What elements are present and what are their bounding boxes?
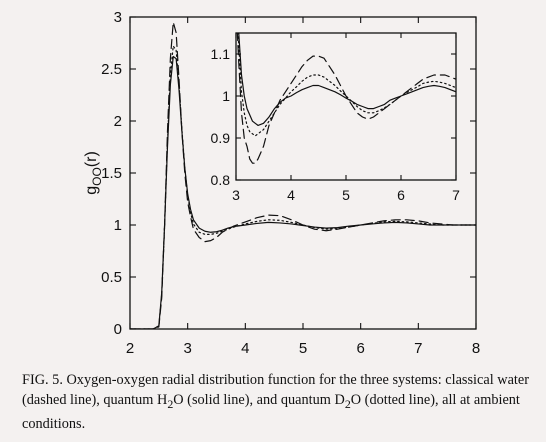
figure-caption: FIG. 5. Oxygen-oxygen radial distributio… <box>22 370 532 434</box>
main-x-tick-label: 2 <box>126 340 134 357</box>
inset-y-tick-label: 1 <box>222 88 230 104</box>
inset-series <box>236 33 456 164</box>
main-x-tick-label: 8 <box>472 340 480 357</box>
inset-series-dashed-line <box>236 33 456 164</box>
inset-x-tick-label: 4 <box>287 187 295 203</box>
main-series <box>130 21 476 329</box>
main-ticks <box>129 16 477 330</box>
inset-x-tick-label: 7 <box>452 187 460 203</box>
main-x-tick-label: 5 <box>299 340 307 357</box>
main-y-tick-label: 0 <box>114 321 122 338</box>
main-tick-labels: 2 3 4 5 6 7 8 0 0.5 1 1.5 2 2.5 3 <box>101 9 480 357</box>
caption-subscript-2: 2 <box>344 396 351 411</box>
inset-x-tick-label: 6 <box>397 187 405 203</box>
inset-y-tick-label: 1.1 <box>211 46 231 62</box>
main-y-tick-label: 2.5 <box>101 61 122 78</box>
inset-y-tick-label: 0.9 <box>211 130 231 146</box>
inset-plot-frame <box>235 32 457 181</box>
caption-text-2: O (solid line), and quantum D <box>173 392 345 408</box>
main-y-tick-label: 2 <box>114 113 122 130</box>
main-y-tick-label: 1.5 <box>101 165 122 182</box>
main-y-tick-label: 0.5 <box>101 269 122 286</box>
y-axis-label: gOO(r) <box>83 151 104 195</box>
main-x-tick-label: 4 <box>241 340 249 357</box>
main-y-tick-label: 1 <box>114 217 122 234</box>
main-x-tick-label: 3 <box>183 340 191 357</box>
inset-x-tick-label: 3 <box>232 187 240 203</box>
inset-series-solid-line <box>238 33 456 126</box>
inset-y-tick-label: 0.8 <box>211 172 231 188</box>
main-x-tick-label: 7 <box>414 340 422 357</box>
main-series-dotted-line <box>130 45 476 329</box>
inset-plot: 3 4 5 6 7 0.8 0.9 1 1.1 <box>211 32 461 203</box>
inset-series-dotted-line <box>237 33 456 137</box>
y-axis-label-base: g <box>83 186 100 195</box>
caption-subscript-1: 2 <box>167 396 174 411</box>
inset-x-tick-label: 5 <box>342 187 350 203</box>
y-axis-label-subscript: OO <box>90 167 104 186</box>
main-y-tick-label: 3 <box>114 9 122 26</box>
caption-text-1: FIG. 5. Oxygen-oxygen radial distributio… <box>22 372 530 408</box>
y-axis-label-tail: (r) <box>83 151 100 167</box>
main-plot: 2 3 4 5 6 7 8 0 0.5 1 1.5 2 2.5 3 gOO(r) <box>83 9 480 357</box>
main-x-tick-label: 6 <box>356 340 364 357</box>
caption-text-3: O (dotted line), all at ambient conditio… <box>22 392 520 432</box>
inset-tick-labels: 3 4 5 6 7 0.8 0.9 1 1.1 <box>211 46 461 203</box>
